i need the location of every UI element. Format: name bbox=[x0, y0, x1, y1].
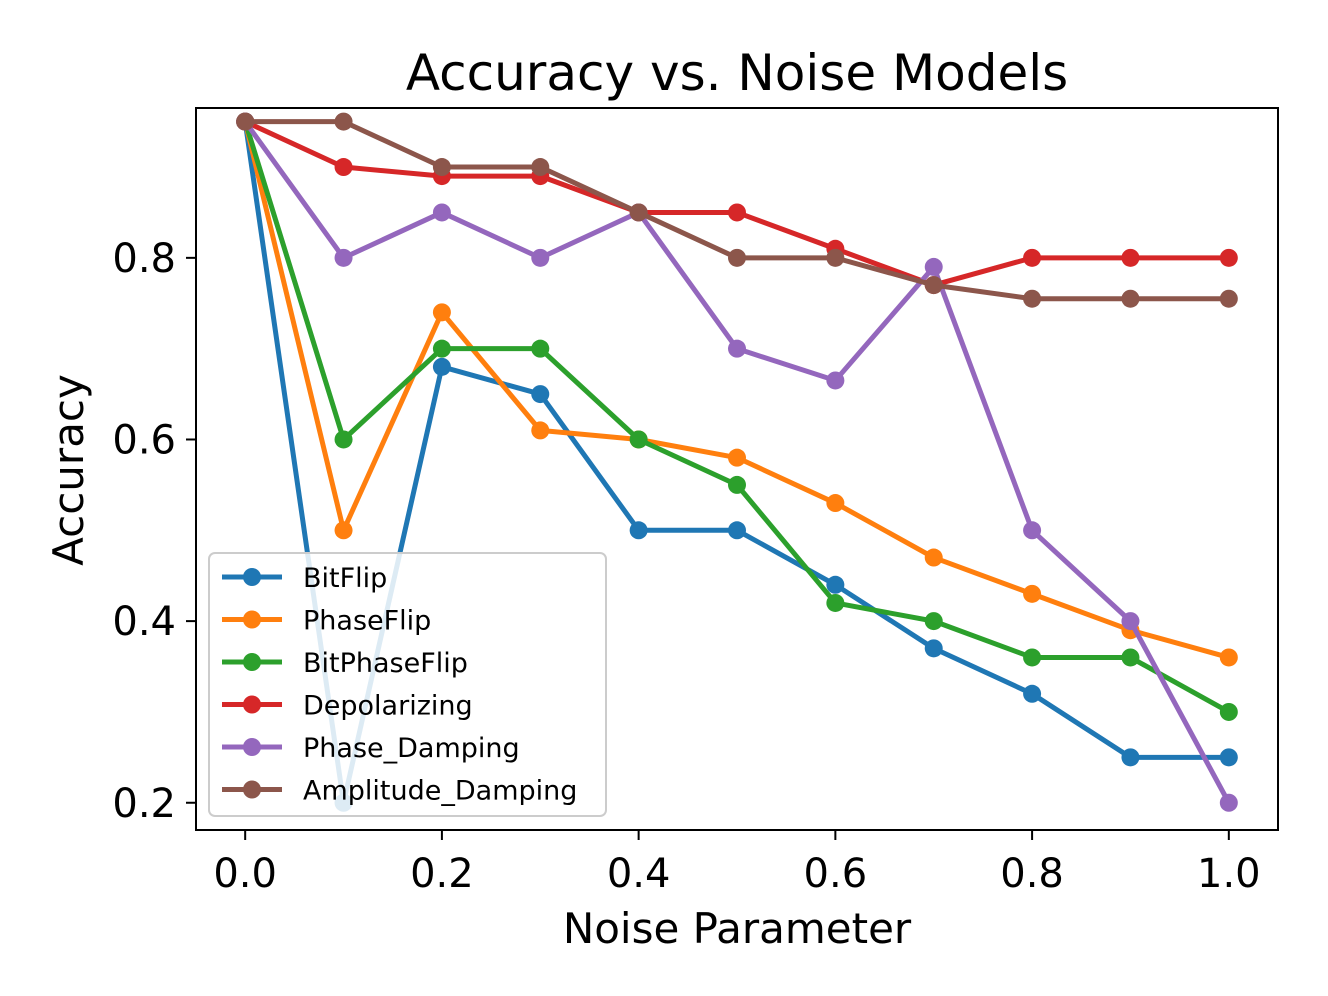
legend-label: BitFlip bbox=[303, 563, 387, 594]
data-point bbox=[531, 421, 550, 440]
plot-area: 0.0 0.2 0.4 0.6 0.8 1.0 0.2 0.4 0.6 0.8 bbox=[112, 107, 1279, 897]
x-tick-label: 0.4 bbox=[607, 851, 671, 897]
data-point bbox=[1219, 248, 1238, 267]
data-point bbox=[531, 385, 550, 404]
data-point bbox=[334, 112, 353, 131]
chart-title: Accuracy vs. Noise Models bbox=[406, 44, 1068, 102]
data-point bbox=[1023, 521, 1042, 540]
legend-entry: Amplitude_Damping bbox=[222, 776, 577, 807]
data-point bbox=[334, 248, 353, 267]
data-point bbox=[1121, 748, 1140, 767]
series-amplitude-damping bbox=[236, 112, 1238, 308]
data-point bbox=[432, 203, 451, 222]
legend-marker bbox=[243, 780, 261, 799]
legend-marker bbox=[243, 610, 261, 629]
x-tick-label: 0.0 bbox=[213, 851, 277, 897]
data-point bbox=[334, 521, 353, 540]
data-point bbox=[924, 257, 943, 276]
data-point bbox=[826, 593, 845, 612]
x-tick-label: 0.8 bbox=[1000, 851, 1064, 897]
data-point bbox=[334, 158, 353, 177]
data-point bbox=[1121, 648, 1140, 667]
data-point bbox=[1023, 684, 1042, 703]
data-point bbox=[629, 203, 648, 222]
data-point bbox=[826, 371, 845, 390]
x-tick-label: 0.2 bbox=[410, 851, 474, 897]
data-point bbox=[1023, 648, 1042, 667]
x-tick-label: 1.0 bbox=[1197, 851, 1261, 897]
y-tick-label: 0.8 bbox=[112, 236, 176, 282]
data-point bbox=[432, 303, 451, 322]
legend-entry: BitPhaseFlip bbox=[222, 648, 468, 679]
data-point bbox=[432, 339, 451, 358]
data-point bbox=[728, 203, 746, 222]
legend-marker bbox=[243, 653, 261, 671]
legend-marker bbox=[243, 738, 261, 756]
data-point bbox=[236, 112, 255, 131]
data-point bbox=[924, 276, 943, 295]
series-phase-damping bbox=[236, 112, 1238, 812]
data-point bbox=[1121, 248, 1140, 267]
data-point bbox=[1023, 289, 1042, 308]
y-axis-label: Accuracy bbox=[44, 374, 93, 566]
data-point bbox=[531, 158, 550, 177]
series-bitflip bbox=[236, 112, 1238, 812]
data-point bbox=[826, 494, 845, 513]
legend-label: Phase_Damping bbox=[303, 733, 520, 764]
y-tick-label: 0.2 bbox=[112, 781, 176, 827]
legend-label: BitPhaseFlip bbox=[303, 648, 468, 679]
data-point bbox=[1121, 289, 1140, 308]
data-point bbox=[432, 357, 451, 376]
data-point bbox=[629, 430, 648, 449]
y-tick-label: 0.4 bbox=[112, 599, 176, 645]
data-point bbox=[531, 248, 550, 267]
data-point bbox=[1219, 748, 1238, 767]
legend-label: Depolarizing bbox=[303, 691, 473, 722]
data-point bbox=[924, 612, 943, 631]
data-point bbox=[1023, 248, 1042, 267]
y-tick-label: 0.6 bbox=[112, 417, 176, 463]
data-point bbox=[1219, 289, 1238, 308]
data-point bbox=[1121, 612, 1140, 631]
x-tick-label: 0.6 bbox=[804, 851, 868, 897]
data-point bbox=[924, 548, 943, 567]
data-point bbox=[728, 448, 746, 467]
plot-frame bbox=[195, 107, 1279, 831]
legend: BitFlip PhaseFlip BitPhaseFlip Depolarizing… bbox=[208, 552, 607, 817]
x-axis-label: Noise Parameter bbox=[563, 904, 912, 953]
data-point bbox=[1219, 648, 1238, 667]
data-point bbox=[334, 430, 353, 449]
data-point bbox=[629, 521, 648, 540]
legend-entry: Depolarizing bbox=[222, 691, 473, 722]
data-point bbox=[728, 521, 746, 540]
legend-marker bbox=[243, 568, 261, 586]
data-point bbox=[728, 339, 746, 358]
data-point bbox=[728, 248, 746, 267]
legend-entry: Phase_Damping bbox=[222, 733, 520, 764]
data-point bbox=[728, 475, 746, 494]
data-point bbox=[826, 248, 845, 267]
data-point bbox=[826, 575, 845, 594]
legend-box bbox=[208, 552, 607, 817]
legend-entry: BitFlip bbox=[222, 563, 387, 594]
legend-entry: PhaseFlip bbox=[222, 606, 431, 637]
data-point bbox=[1219, 793, 1238, 812]
data-point bbox=[1219, 702, 1238, 721]
legend-label: PhaseFlip bbox=[303, 606, 431, 637]
data-point bbox=[432, 158, 451, 177]
data-point bbox=[1023, 584, 1042, 603]
data-point bbox=[531, 339, 550, 358]
legend-marker bbox=[243, 695, 261, 714]
data-point bbox=[924, 639, 943, 658]
legend-label: Amplitude_Damping bbox=[303, 776, 577, 807]
